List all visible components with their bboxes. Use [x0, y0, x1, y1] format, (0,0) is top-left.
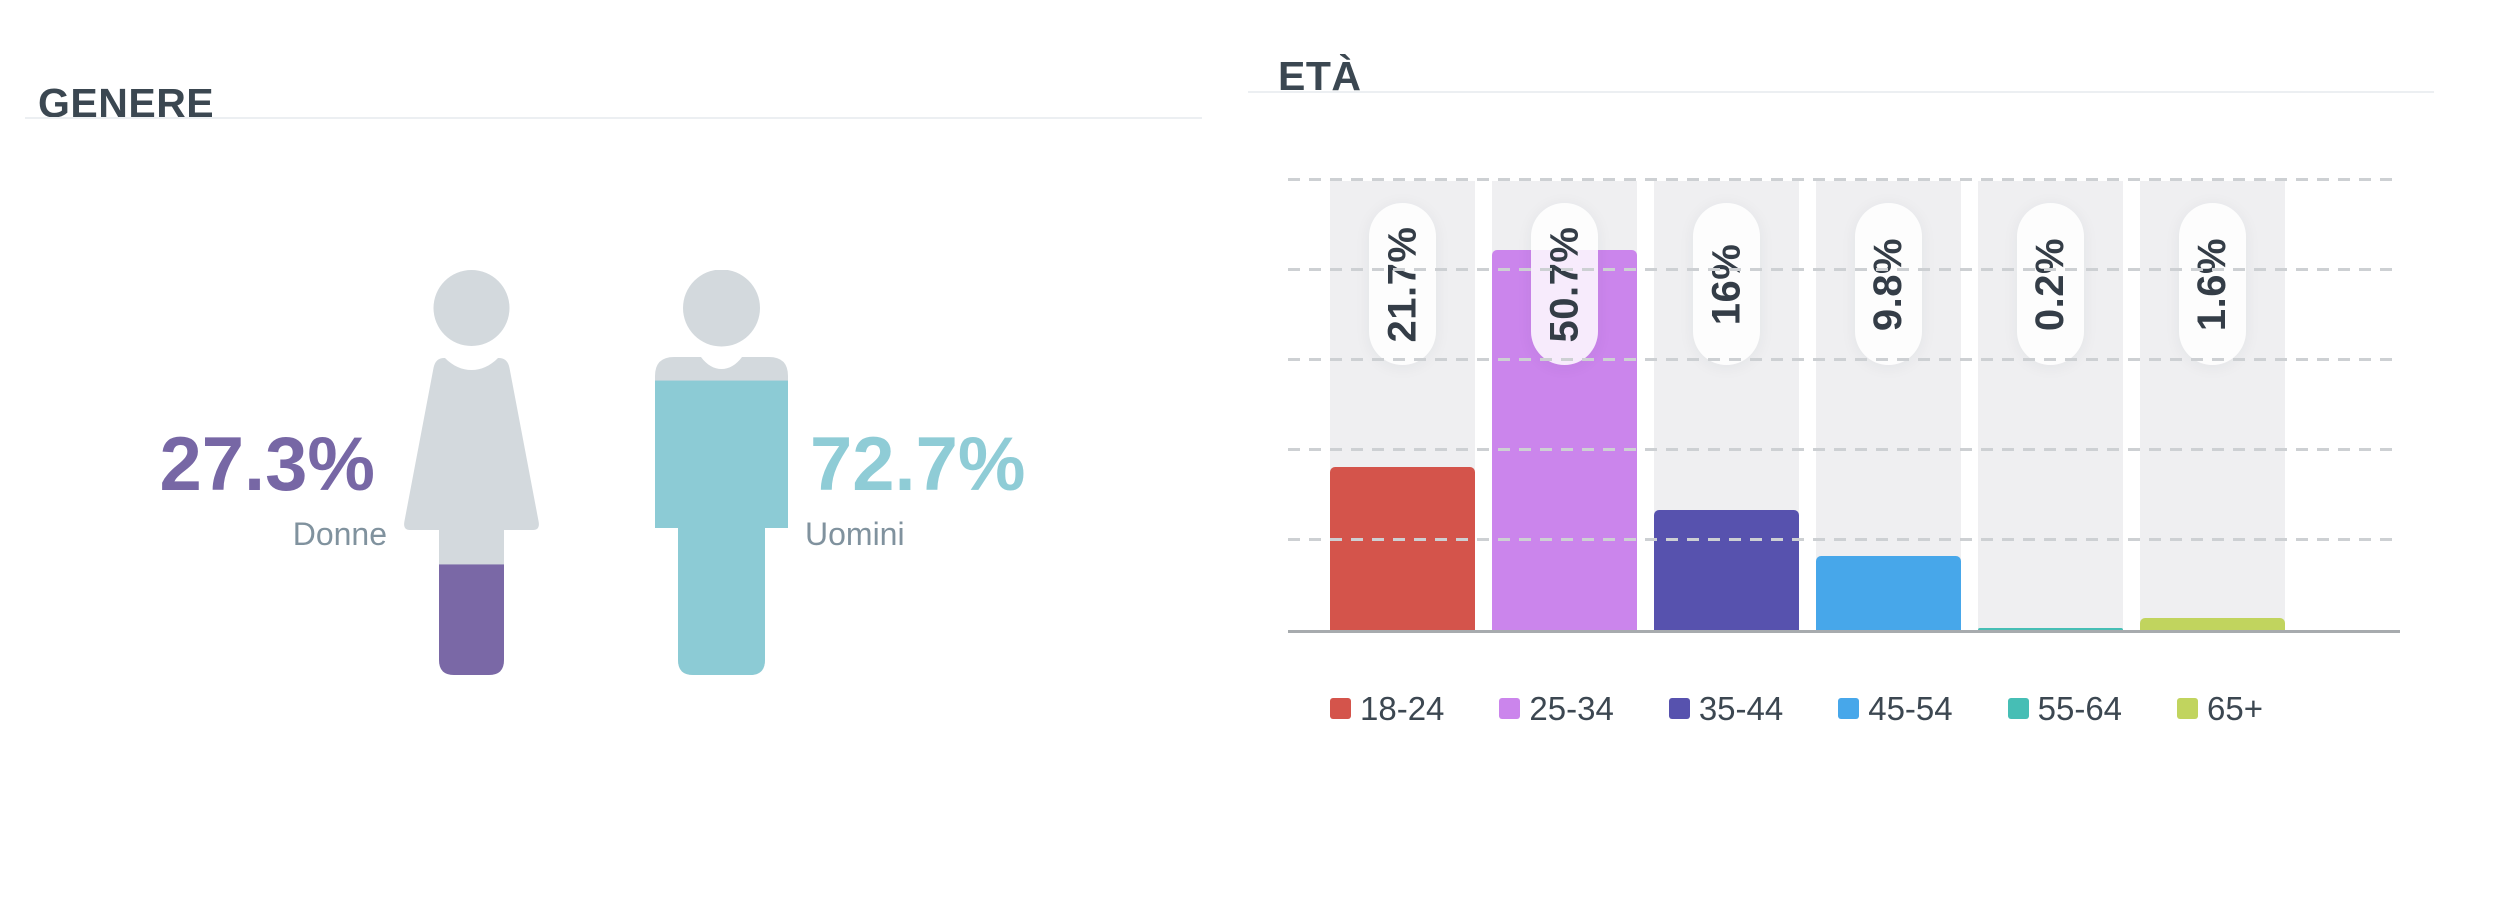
age-card-divider: [1248, 91, 2434, 93]
legend-swatch-icon: [1330, 698, 1351, 719]
legend-item-18-24[interactable]: 18-24: [1330, 692, 1444, 725]
chart-gridline: [1288, 268, 2400, 271]
legend-item-label: 45-54: [1868, 690, 1953, 727]
bar-value-label: 50.7%: [1542, 226, 1587, 342]
bar-value-label: 0.2%: [2028, 237, 2073, 331]
bar-value-label: 9.8%: [1866, 237, 1911, 331]
legend-item-25-34[interactable]: 25-34: [1499, 690, 1614, 727]
bar-value-label: 21.7%: [1380, 226, 1425, 342]
chart-column-65+: 1.6%: [2140, 181, 2285, 630]
gender-card-divider: [25, 117, 1202, 119]
legend-swatch-icon: [1499, 698, 1521, 719]
chart-column-25-34: 50.7%: [1492, 181, 1637, 630]
bar-65+[interactable]: [2140, 618, 2285, 630]
bar-18-24[interactable]: [1330, 467, 1475, 630]
bar-45-54[interactable]: [1816, 556, 1961, 630]
bar-value-label: 16%: [1704, 243, 1748, 325]
legend-item-45-54[interactable]: 45-54: [1838, 690, 1953, 727]
bar-value-pill: 9.8%: [1855, 203, 1922, 365]
chart-gridline: [1288, 178, 2400, 181]
legend-item-55-64[interactable]: 55-64: [2007, 690, 2123, 727]
legend-item-label: 65+: [2207, 690, 2264, 727]
bar-value-pill: 1.6%: [2179, 203, 2246, 365]
chart-column-18-24: 21.7%: [1330, 181, 1475, 630]
bar-value-pill: 21.7%: [1369, 203, 1436, 365]
bar-value-pill: 0.2%: [2017, 203, 2084, 365]
legend-item-label: 25-34: [1529, 690, 1614, 727]
female-label: Donne: [292, 516, 387, 552]
legend-item-label: 55-64: [2037, 690, 2123, 727]
man-figure-icon: [655, 270, 788, 675]
legend-swatch-icon: [2007, 698, 2029, 719]
chart-gridline: [1288, 358, 2400, 361]
legend-swatch-icon: [2177, 698, 2199, 719]
legend-item-label: 18-24: [1360, 690, 1445, 727]
male-percentage: 72.7%: [810, 422, 1026, 507]
legend-swatch-icon: [1668, 698, 1690, 719]
gender-card-title: GENERE: [38, 80, 215, 127]
chart-baseline: [1288, 630, 2400, 633]
female-percentage: 27.3%: [159, 422, 376, 507]
bar-value-pill: 50.7%: [1531, 203, 1598, 365]
age-legend: 18-24 25-34 35-44 45-54 55-64 65+: [1330, 692, 2263, 725]
bar-35-44[interactable]: [1654, 510, 1799, 630]
male-label: Uomini: [805, 516, 905, 552]
woman-figure-icon: [404, 270, 539, 675]
bar-value-pill: 16%: [1693, 203, 1760, 365]
legend-swatch-icon: [1838, 698, 1860, 719]
age-card-title: ETÀ: [1278, 53, 1362, 100]
legend-item-label: 35-44: [1698, 690, 1784, 727]
bar-value-label: 1.6%: [2190, 237, 2235, 331]
chart-column-55-64: 0.2%: [1978, 181, 2123, 630]
age-bar-chart: 21.7% 50.7% 16% 9.8% 0.2% 1.6%: [1288, 178, 2400, 633]
chart-gridline: [1288, 448, 2400, 451]
bar-55-64[interactable]: [1978, 628, 2123, 630]
chart-column-45-54: 9.8%: [1816, 181, 1961, 630]
legend-item-35-44[interactable]: 35-44: [1668, 690, 1784, 727]
legend-item-65+[interactable]: 65+: [2177, 692, 2263, 725]
chart-gridline: [1288, 538, 2400, 541]
chart-column-35-44: 16%: [1654, 181, 1799, 630]
